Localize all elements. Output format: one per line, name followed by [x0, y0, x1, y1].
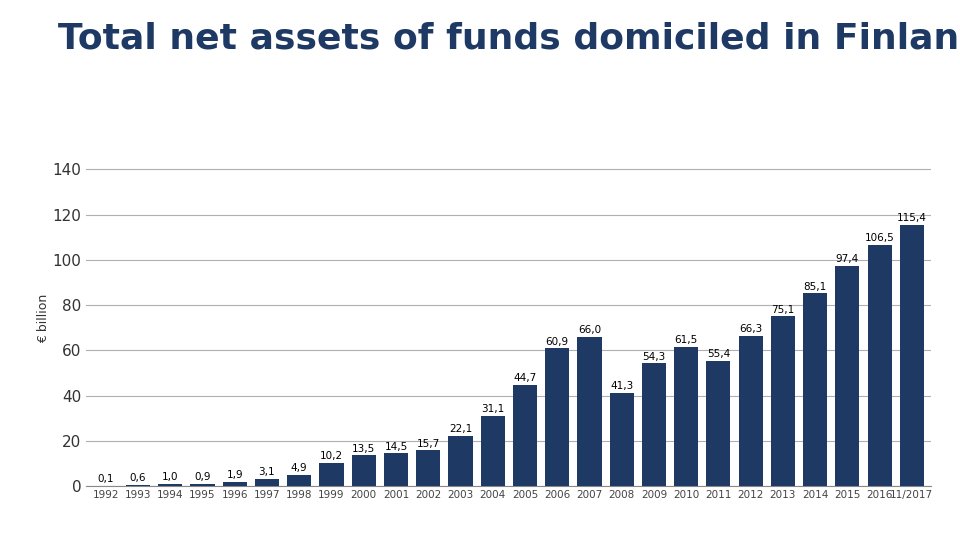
Text: 66,0: 66,0 [578, 325, 601, 335]
Bar [738, 336, 763, 486]
Bar [448, 436, 472, 486]
Text: 60,9: 60,9 [545, 336, 568, 347]
Bar [287, 475, 311, 486]
Text: 115,4: 115,4 [897, 213, 926, 224]
Bar [320, 463, 344, 486]
Text: 13,5: 13,5 [352, 444, 375, 454]
Text: 0,6: 0,6 [130, 473, 146, 483]
Bar [126, 484, 150, 486]
Bar [545, 348, 569, 486]
Bar [803, 294, 828, 486]
Bar [223, 482, 247, 486]
Bar [900, 225, 924, 486]
Text: 1,9: 1,9 [227, 470, 243, 480]
Text: 61,5: 61,5 [675, 335, 698, 345]
Bar [771, 316, 795, 486]
Y-axis label: € billion: € billion [36, 294, 50, 343]
Text: 0,9: 0,9 [194, 472, 211, 482]
Text: 4,9: 4,9 [291, 463, 307, 474]
Bar [351, 455, 375, 486]
Bar [158, 484, 182, 486]
Text: 41,3: 41,3 [610, 381, 634, 391]
Text: 1,0: 1,0 [162, 472, 179, 482]
Text: 3,1: 3,1 [258, 468, 276, 477]
Text: 10,2: 10,2 [320, 451, 343, 461]
Text: 54,3: 54,3 [642, 352, 665, 362]
Text: 55,4: 55,4 [707, 349, 730, 359]
Bar [384, 453, 408, 486]
Bar [577, 337, 602, 486]
Bar [481, 416, 505, 486]
Bar [610, 393, 634, 486]
Bar [835, 266, 859, 486]
Text: 22,1: 22,1 [449, 424, 472, 434]
Text: 0,1: 0,1 [98, 474, 114, 484]
Bar [190, 484, 215, 486]
Text: 75,1: 75,1 [771, 305, 795, 314]
Bar [254, 479, 279, 486]
Text: 31,1: 31,1 [481, 404, 504, 414]
Text: 85,1: 85,1 [804, 282, 827, 292]
Bar [642, 363, 666, 486]
Bar [868, 245, 892, 486]
Text: 66,3: 66,3 [739, 325, 762, 334]
Text: 14,5: 14,5 [384, 442, 408, 451]
Text: 97,4: 97,4 [836, 254, 859, 264]
Text: 15,7: 15,7 [417, 439, 440, 449]
Bar [707, 361, 731, 486]
Text: 106,5: 106,5 [865, 233, 895, 244]
Bar [416, 450, 441, 486]
Bar [674, 347, 698, 486]
Bar [513, 385, 537, 486]
Text: 44,7: 44,7 [514, 373, 537, 383]
Text: Total net assets of funds domiciled in Finland: Total net assets of funds domiciled in F… [58, 22, 960, 56]
